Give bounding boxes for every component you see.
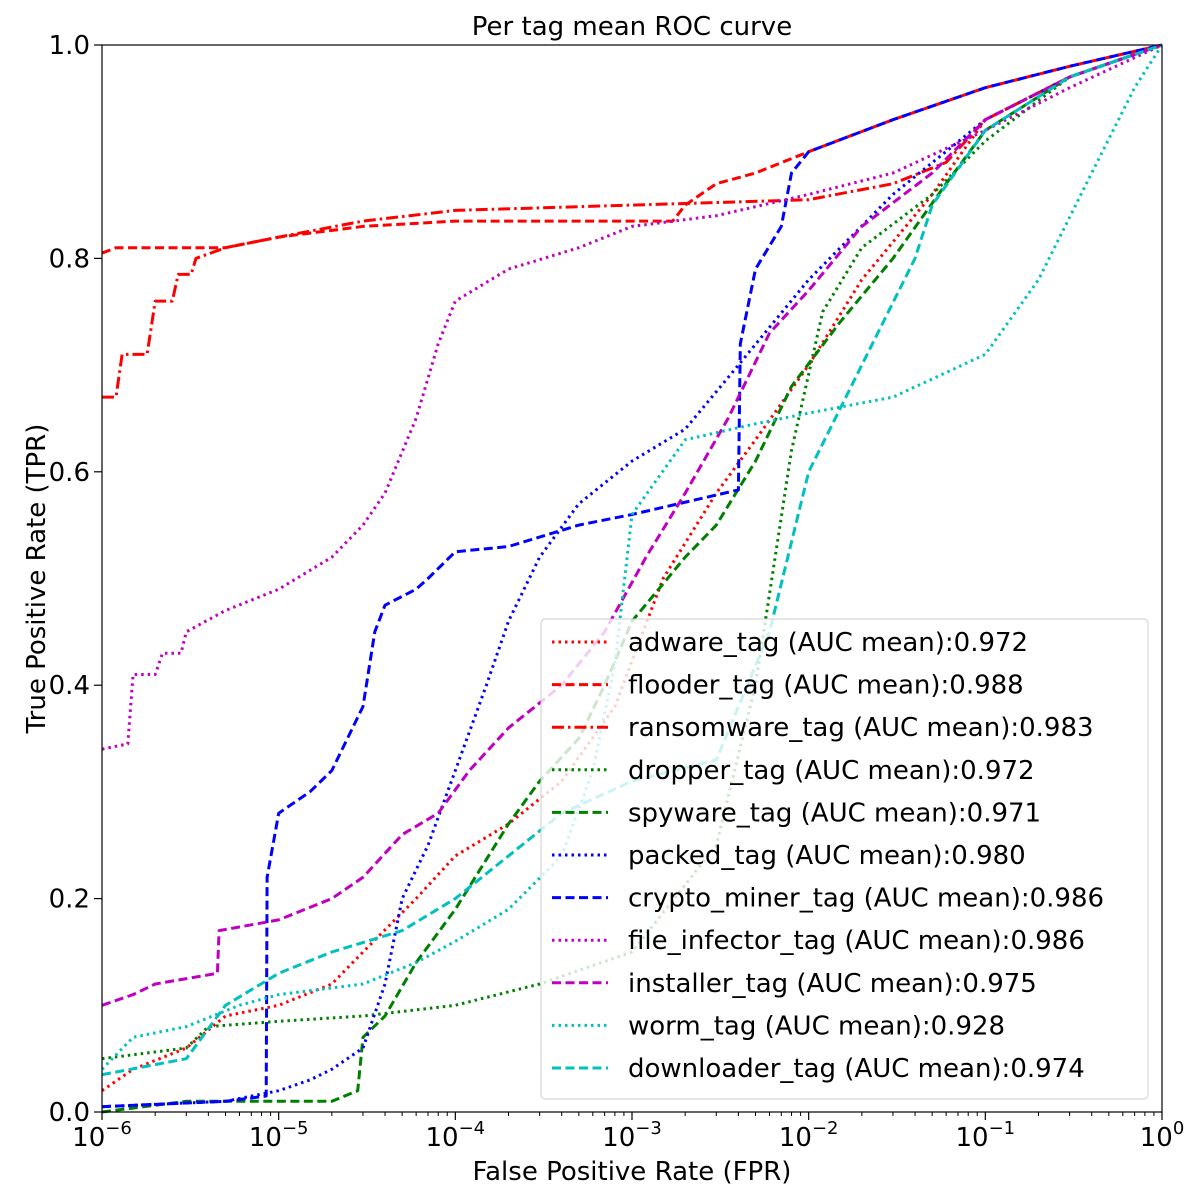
chart-title: Per tag mean ROC curve	[472, 12, 792, 42]
x-tick-label: 10−6	[72, 1118, 132, 1153]
legend-label: installer_tag (AUC mean):0.975	[628, 969, 1037, 999]
y-tick-label: 0.0	[49, 1098, 90, 1128]
series-line-5	[102, 43, 1162, 1109]
legend-label: worm_tag (AUC mean):0.928	[628, 1011, 1005, 1041]
series-line-6	[102, 43, 1162, 1109]
x-tick-label: 10−5	[249, 1118, 309, 1153]
y-axis-label: True Positive Rate (TPR)	[22, 424, 52, 735]
legend-label: adware_tag (AUC mean):0.972	[628, 628, 1028, 658]
legend-label: packed_tag (AUC mean):0.980	[628, 841, 1026, 871]
legend-label: downloader_tag (AUC mean):0.974	[628, 1054, 1085, 1084]
legend-box	[540, 618, 1149, 1100]
y-tick-label: 0.6	[49, 458, 90, 488]
x-tick-label: 10−1	[956, 1118, 1016, 1153]
legend-label: crypto_miner_tag (AUC mean):0.986	[628, 884, 1104, 914]
series-line-7	[102, 43, 1162, 751]
x-tick-label: 10−4	[426, 1118, 486, 1153]
x-axis-ticks: 10−6 10−5 10−4 10−3 10−2 10−1 100	[72, 1112, 1184, 1153]
series-line-0	[102, 43, 1162, 1092]
legend-label: ransomware_tag (AUC mean):0.983	[628, 713, 1094, 743]
y-axis-ticks: 0.0 0.2 0.4 0.6 0.8 1.0	[49, 31, 102, 1128]
legend-label: file_infector_tag (AUC mean):0.986	[628, 926, 1085, 956]
series-line-9	[102, 44, 1162, 1071]
series-line-4	[102, 43, 1162, 1114]
series-line-8	[102, 43, 1162, 1007]
y-tick-label: 0.2	[49, 885, 90, 915]
legend: adware_tag (AUC mean):0.972 flooder_tag (…	[540, 618, 1149, 1100]
x-axis-label: False Positive Rate (FPR)	[473, 1157, 792, 1187]
y-tick-label: 0.8	[49, 244, 90, 274]
legend-label: flooder_tag (AUC mean):0.988	[628, 671, 1024, 701]
legend-label: dropper_tag (AUC mean):0.972	[628, 756, 1035, 786]
x-tick-label: 10−2	[779, 1118, 839, 1153]
y-tick-label: 0.4	[49, 671, 90, 701]
x-tick-label: 100	[1140, 1118, 1185, 1153]
x-tick-label: 10−3	[602, 1118, 662, 1153]
y-tick-label: 1.0	[49, 31, 90, 61]
legend-label: spyware_tag (AUC mean):0.971	[628, 798, 1041, 828]
